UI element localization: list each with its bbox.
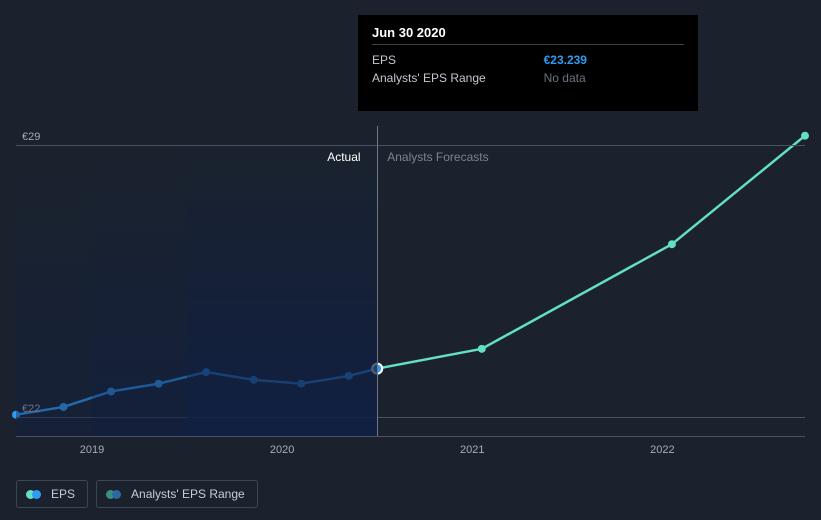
actual-gradient-band: [16, 126, 92, 436]
tooltip-table: EPS€23.239Analysts' EPS RangeNo data: [372, 51, 684, 87]
tooltip-row: EPS€23.239: [372, 51, 684, 69]
tooltip-row-key: EPS: [372, 51, 544, 69]
tooltip-row-value: €23.239: [544, 51, 684, 69]
forecast-series-point[interactable]: [801, 132, 809, 140]
legend: EPS Analysts' EPS Range: [16, 480, 258, 508]
legend-item-label: Analysts' EPS Range: [131, 487, 245, 501]
x-axis-label: 2019: [80, 444, 104, 456]
eps-chart: €22€29ActualAnalysts Forecasts Jun 30 20…: [0, 0, 821, 520]
tooltip-date: Jun 30 2020: [372, 25, 684, 40]
tooltip-row-value: No data: [544, 69, 684, 87]
region-label-actual: Actual: [327, 150, 360, 164]
hover-guideline: [377, 126, 378, 436]
x-axis-label: 2021: [460, 444, 484, 456]
tooltip-row: Analysts' EPS RangeNo data: [372, 69, 684, 87]
x-axis-line: [16, 436, 805, 437]
legend-swatch-icon: [29, 490, 41, 499]
hover-tooltip: Jun 30 2020 EPS€23.239Analysts' EPS Rang…: [358, 15, 698, 111]
actual-gradient-band: [187, 126, 377, 436]
plot-area[interactable]: €22€29ActualAnalysts Forecasts: [16, 126, 805, 436]
forecast-series-point[interactable]: [478, 345, 486, 353]
tooltip-row-key: Analysts' EPS Range: [372, 69, 544, 87]
tooltip-separator: [372, 44, 684, 45]
region-label-forecast: Analysts Forecasts: [387, 150, 488, 164]
x-axis-label: 2020: [270, 444, 294, 456]
actual-gradient-band: [92, 126, 187, 436]
legend-item[interactable]: EPS: [16, 480, 88, 508]
legend-item[interactable]: Analysts' EPS Range: [96, 480, 258, 508]
forecast-series-line: [377, 136, 805, 369]
forecast-series-point[interactable]: [668, 240, 676, 248]
legend-item-label: EPS: [51, 487, 75, 501]
legend-swatch-icon: [109, 490, 121, 499]
x-axis-label: 2022: [650, 444, 674, 456]
